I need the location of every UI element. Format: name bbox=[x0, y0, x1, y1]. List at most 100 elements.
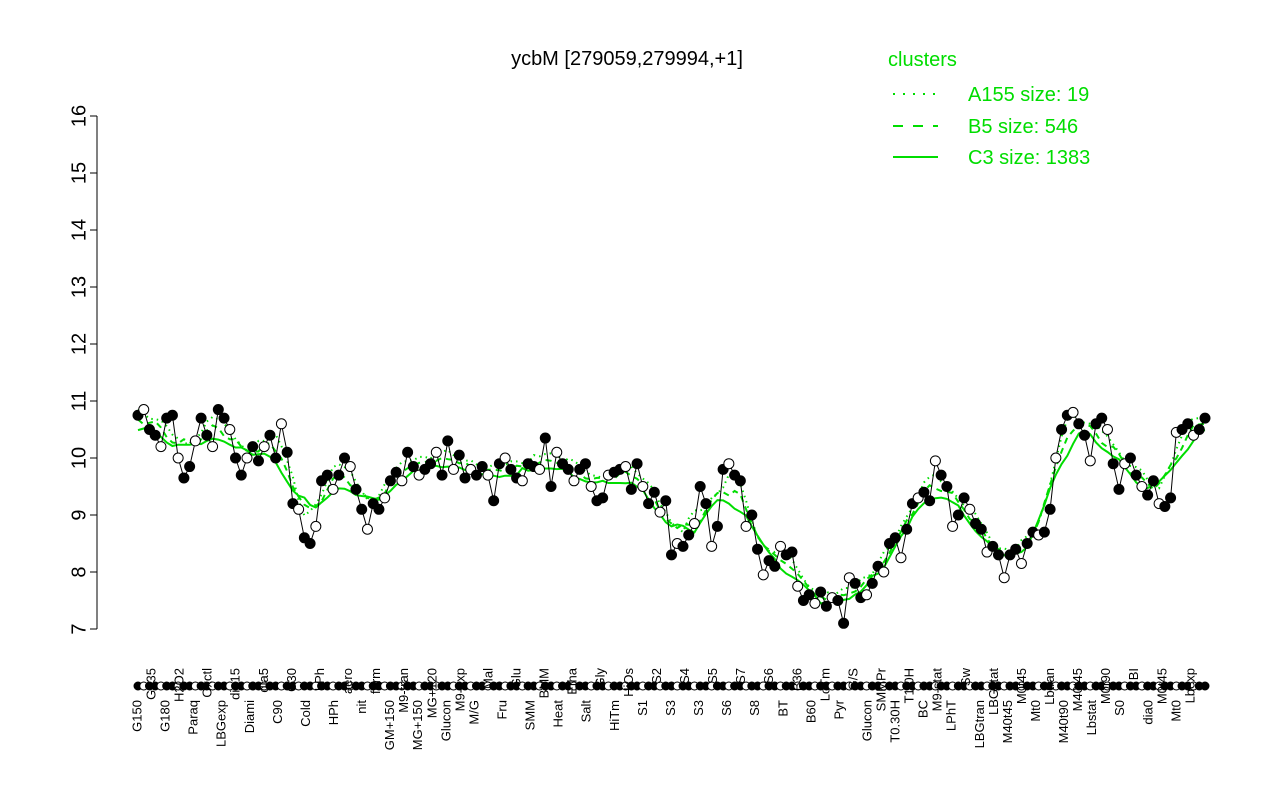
data-point bbox=[1044, 503, 1056, 515]
data-point bbox=[1107, 458, 1119, 470]
x-tick-label: G180 bbox=[158, 700, 173, 732]
y-tick-label: 9 bbox=[68, 509, 90, 520]
data-point bbox=[1136, 481, 1148, 492]
data-point bbox=[1096, 412, 1108, 424]
data-point bbox=[631, 458, 643, 470]
x-tick-label: S1 bbox=[635, 700, 650, 716]
y-tick-label: 7 bbox=[68, 623, 90, 634]
data-point bbox=[476, 461, 488, 473]
data-point bbox=[1056, 424, 1068, 435]
data-point bbox=[207, 441, 219, 453]
y-tick-label: 15 bbox=[68, 162, 90, 184]
data-point bbox=[1130, 469, 1142, 481]
data-point bbox=[895, 552, 907, 564]
data-point bbox=[258, 441, 270, 453]
data-point bbox=[579, 458, 591, 470]
x-tick-label: LBGexp bbox=[214, 700, 229, 747]
data-point bbox=[430, 446, 442, 458]
x-tick-label: MG+120 bbox=[424, 668, 439, 718]
data-point bbox=[235, 469, 247, 481]
data-point bbox=[339, 452, 351, 464]
data-point bbox=[769, 560, 781, 572]
x-tick-label: aero bbox=[340, 668, 355, 694]
data-point bbox=[958, 492, 970, 504]
x-tick-label: BT bbox=[775, 700, 790, 717]
data-point bbox=[516, 475, 528, 487]
x-tick-label: LPh bbox=[312, 668, 327, 691]
data-point bbox=[597, 492, 609, 504]
data-point bbox=[1101, 424, 1113, 435]
data-point bbox=[442, 435, 454, 447]
data-point bbox=[453, 449, 465, 461]
y-tick-label: 10 bbox=[68, 447, 90, 469]
x-tick-label: Glucon bbox=[438, 700, 453, 741]
x-tick-label: Cold bbox=[298, 700, 313, 727]
data-point bbox=[815, 586, 827, 598]
data-point bbox=[184, 461, 196, 473]
data-point bbox=[998, 572, 1010, 584]
x-tick-label: M9-tran bbox=[396, 668, 411, 713]
data-point bbox=[654, 506, 666, 518]
data-point bbox=[901, 523, 913, 535]
data-point bbox=[293, 503, 305, 515]
data-point bbox=[947, 520, 959, 532]
x-tick-label: G/S bbox=[845, 668, 860, 691]
data-point bbox=[648, 486, 660, 498]
x-tick-label: Lbtran bbox=[1042, 668, 1057, 705]
y-tick-label: 8 bbox=[68, 566, 90, 577]
x-tick-label: S3 bbox=[663, 700, 678, 716]
x-tick-label: Lbexp bbox=[1182, 668, 1197, 703]
data-point bbox=[1084, 455, 1096, 467]
data-point bbox=[889, 532, 901, 544]
legend-label-c3: C3 size: 1383 bbox=[968, 147, 1090, 169]
y-tick-label: 12 bbox=[68, 333, 90, 355]
data-point bbox=[694, 481, 706, 492]
data-point bbox=[488, 495, 500, 507]
x-tick-label: S8 bbox=[747, 700, 762, 716]
data-point bbox=[247, 441, 259, 453]
rug-point bbox=[1200, 681, 1210, 691]
data-point bbox=[683, 529, 695, 541]
x-tick-label: Glu bbox=[509, 668, 524, 688]
x-tick-label: C30 bbox=[284, 668, 299, 692]
data-point bbox=[625, 483, 637, 495]
data-point bbox=[1010, 543, 1022, 555]
x-tick-label: HiTm bbox=[607, 700, 622, 731]
data-point bbox=[1124, 452, 1136, 464]
x-tick-label: HiOs bbox=[621, 668, 636, 697]
x-tick-label: HPh bbox=[326, 700, 341, 725]
data-point bbox=[224, 424, 236, 435]
data-point bbox=[149, 429, 161, 441]
x-tick-label: T1.0H bbox=[902, 668, 917, 703]
data-point bbox=[975, 523, 987, 535]
y-tick-label: 16 bbox=[68, 105, 90, 127]
data-point bbox=[218, 412, 230, 424]
x-tick-label: C90 bbox=[270, 700, 285, 724]
data-point bbox=[786, 546, 798, 558]
x-tick-label: Gly bbox=[593, 668, 608, 688]
data-point bbox=[241, 452, 253, 464]
data-point bbox=[734, 475, 746, 487]
data-point bbox=[666, 549, 677, 561]
data-point bbox=[327, 483, 339, 495]
data-point bbox=[407, 461, 419, 473]
data-point bbox=[774, 540, 786, 552]
data-point bbox=[1079, 429, 1091, 441]
x-tick-label: nit bbox=[354, 700, 369, 714]
legend-label-b5: B5 size: 546 bbox=[968, 116, 1078, 138]
x-tick-label: T0.30H bbox=[888, 700, 903, 743]
data-point bbox=[660, 495, 672, 507]
x-tick-label: Diami bbox=[242, 700, 257, 733]
x-tick-label: GM+150 bbox=[382, 700, 397, 750]
data-point bbox=[281, 446, 293, 458]
data-point bbox=[166, 409, 178, 421]
x-tick-label: S3 bbox=[691, 700, 706, 716]
data-point bbox=[539, 432, 551, 444]
x-tick-label: H2O2 bbox=[172, 668, 187, 702]
data-point bbox=[643, 498, 655, 510]
x-tick-label: LoTm bbox=[817, 668, 832, 701]
data-point bbox=[425, 458, 437, 470]
data-point bbox=[700, 498, 712, 510]
data-point bbox=[803, 589, 815, 601]
data-point bbox=[849, 577, 861, 589]
